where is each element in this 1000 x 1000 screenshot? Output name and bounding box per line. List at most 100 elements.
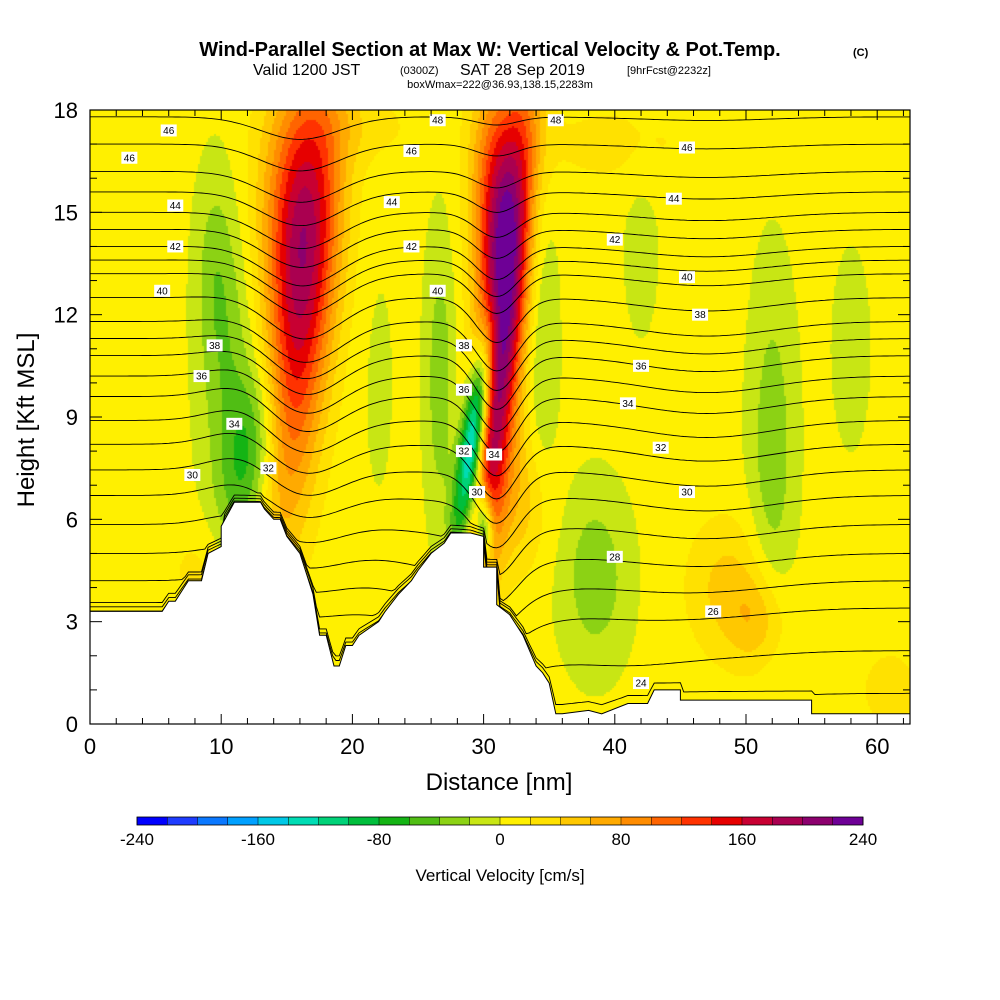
theta-contour-label: 28 <box>606 550 623 563</box>
y-tick-label: 15 <box>54 200 78 225</box>
subtitle-date: SAT 28 Sep 2019 <box>460 62 585 79</box>
theta-contour-label-bg <box>606 550 623 563</box>
theta-contour-label-bg <box>486 448 503 461</box>
colorbar-tick-label: -160 <box>241 830 275 849</box>
theta-contour-line <box>90 211 910 250</box>
theta-contour-label: 36 <box>633 359 650 372</box>
colorbar-swatch <box>742 817 773 825</box>
theta-contour-label: 46 <box>678 141 695 154</box>
theta-contour-label-bg <box>692 308 709 321</box>
theta-contour-label-text: 30 <box>681 488 693 499</box>
theta-contour-label-bg <box>619 397 636 410</box>
theta-contour-label-text: 38 <box>209 341 221 352</box>
theta-contour-label-bg <box>167 199 184 212</box>
theta-contour-label-text: 28 <box>609 552 621 563</box>
y-tick-label: 12 <box>54 303 78 328</box>
theta-contour-line <box>90 259 910 301</box>
theta-contour-line <box>90 228 910 268</box>
x-axis: 0 10 20 30 40 50 60 <box>84 110 904 759</box>
theta-contour-label: 34 <box>486 448 503 461</box>
theta-contour-label-bg <box>403 144 420 157</box>
theta-contour-line <box>90 116 910 140</box>
theta-contour-label-text: 46 <box>681 143 693 154</box>
theta-contour-label-text: 44 <box>386 198 398 209</box>
theta-contour-label-bg <box>633 359 650 372</box>
colorbar-tick-label: 240 <box>849 830 877 849</box>
theta-contour-labels: 46 48 48 46 46 46 44 44 44 42 42 42 40 40 40 38 38 38 36 36… <box>121 114 722 690</box>
x-tick-label: 30 <box>471 734 495 759</box>
x-tick-label: 50 <box>734 734 758 759</box>
theta-contour-label-text: 32 <box>655 443 667 454</box>
theta-contour-label-bg <box>705 605 722 618</box>
colorbar-swatch <box>379 817 410 825</box>
colorbar-swatch <box>137 817 168 825</box>
theta-contour-label: 32 <box>260 462 277 475</box>
theta-contour-label-bg <box>547 114 564 127</box>
subtitle-box: boxWmax=222@36.93,138.15,2283m <box>407 79 593 91</box>
theta-contour-label: 34 <box>619 397 636 410</box>
theta-contour-label-text: 38 <box>458 341 470 352</box>
colorbar-swatch <box>167 817 198 825</box>
theta-contour-label-bg <box>455 339 472 352</box>
colorbar-tick-label: -240 <box>120 830 154 849</box>
theta-contour-line <box>90 335 910 391</box>
theta-contour-line <box>90 191 910 227</box>
theta-contour-line <box>90 369 910 432</box>
theta-contour-label: 48 <box>547 114 564 127</box>
theta-contour-line <box>90 245 910 287</box>
theta-contour-label-bg <box>652 441 669 454</box>
theta-contour-line <box>90 432 910 500</box>
theta-contour-label-text: 42 <box>406 242 418 253</box>
colorbar-swatch <box>439 817 471 825</box>
theta-contour-label-bg <box>678 141 695 154</box>
x-tick-label: 60 <box>865 734 889 759</box>
theta-contour-line <box>90 500 910 617</box>
theta-contour-label: 46 <box>160 124 177 137</box>
theta-contour-label: 30 <box>469 486 486 499</box>
theta-contour-label-bg <box>455 445 472 458</box>
theta-contour-label-bg <box>429 284 446 297</box>
colorbar-swatch <box>500 817 531 825</box>
colorbar-swatch <box>802 817 834 825</box>
theta-contour-label-text: 38 <box>695 310 707 321</box>
theta-contour-label: 42 <box>403 240 420 253</box>
theta-contour-label-text: 46 <box>163 126 175 137</box>
theta-contour-label-text: 34 <box>489 450 501 461</box>
colorbar-tick-label: 0 <box>495 830 504 849</box>
theta-contour-label-bg <box>469 486 486 499</box>
colorbar-swatch <box>258 817 289 825</box>
theta-contour-label: 38 <box>206 339 223 352</box>
colorbar-swatch <box>197 817 229 825</box>
theta-contour-label-text: 42 <box>609 235 621 246</box>
theta-contour-label-text: 42 <box>170 242 182 253</box>
theta-contour-label: 32 <box>652 441 669 454</box>
theta-contour-label: 26 <box>705 605 722 618</box>
theta-contour-label: 36 <box>193 370 210 383</box>
theta-contour-label-bg <box>633 677 650 690</box>
colorbar-swatch <box>711 817 743 825</box>
theta-contour-label-bg <box>193 370 210 383</box>
theta-contour-label-text: 26 <box>708 607 720 618</box>
plot-area: 46 48 48 46 46 46 44 44 44 42 42 42 40 40 40 38 38 38 36 36… <box>89 109 911 725</box>
colorbar-swatch <box>621 817 652 825</box>
y-tick-label: 18 <box>54 98 78 123</box>
subtitle-valid: Valid 1200 JST <box>253 62 361 79</box>
theta-contour-label-bg <box>606 233 623 246</box>
theta-contour-label: 38 <box>692 308 709 321</box>
theta-contour-label-text: 32 <box>263 464 275 475</box>
theta-contour-label-text: 30 <box>187 470 199 481</box>
theta-contour-line <box>90 497 910 602</box>
theta-contour-label-text: 30 <box>471 488 483 499</box>
x-tick-label: 40 <box>603 734 627 759</box>
theta-contour-label-bg <box>226 417 243 430</box>
theta-contour-label-bg <box>403 240 420 253</box>
theta-contour-line <box>90 170 910 203</box>
theta-contour-label-bg <box>665 192 682 205</box>
theta-contour-label: 42 <box>606 233 623 246</box>
theta-contour-label: 46 <box>121 151 138 164</box>
y-tick-label: 0 <box>66 712 78 737</box>
theta-contour-label-bg <box>154 284 171 297</box>
colorbar-label: Vertical Velocity [cm/s] <box>415 866 584 885</box>
chart-title-mark: (C) <box>853 47 869 59</box>
